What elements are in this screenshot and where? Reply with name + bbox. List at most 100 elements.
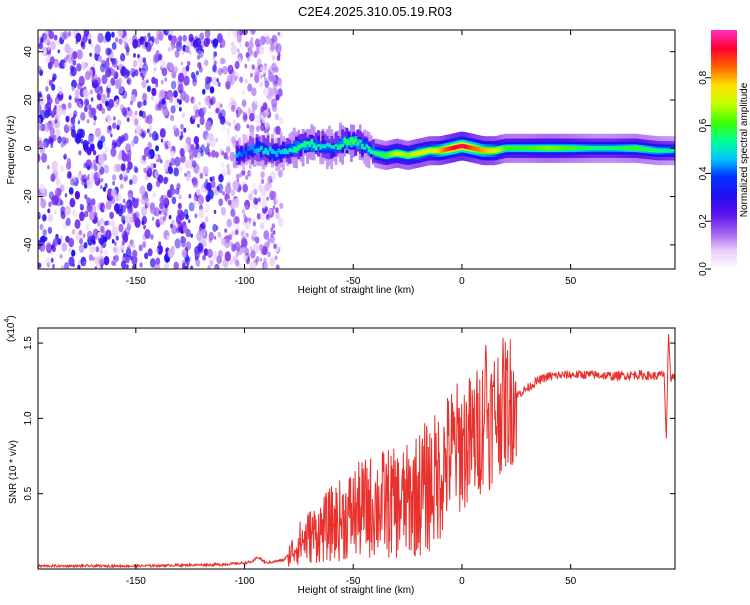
spectrogram-noise-cell — [82, 88, 89, 98]
spectrogram-ridge-cell — [512, 146, 516, 151]
spectrogram-ridge-cell — [330, 145, 334, 149]
spectrogram-ridge-cell — [317, 140, 320, 148]
spectrogram-noise-cell — [245, 204, 249, 209]
spectrogram-noise-cell — [175, 41, 183, 52]
spectrogram-noise-cell — [115, 138, 122, 148]
spectrogram-noise-cell — [119, 173, 123, 181]
x-tick-label: -50 — [346, 276, 361, 287]
spectrogram-noise-cell — [84, 210, 89, 218]
spectrogram-noise-cell — [279, 202, 284, 209]
spectrogram-noise-cell — [146, 79, 149, 84]
spectrogram-ridge-cell — [574, 146, 577, 151]
spectrogram-noise-cell — [260, 109, 264, 116]
spectrogram-noise-cell — [246, 124, 250, 129]
spectrogram-ridge-cell — [642, 146, 645, 152]
spectrogram-noise-cell — [59, 254, 63, 259]
spectrogram-noise-cell — [261, 178, 265, 184]
spectrogram-noise-cell — [192, 178, 199, 189]
spectrogram-ridge-cell — [569, 146, 573, 151]
spectrogram-ridge-cell — [407, 153, 410, 158]
spectrogram-noise-cell — [142, 70, 148, 78]
spectrogram-noise-cell — [105, 220, 110, 226]
spectrogram-noise-cell — [182, 34, 187, 42]
spectrogram-noise-cell — [180, 154, 186, 164]
spectrogram-noise-cell — [233, 197, 240, 209]
spectrogram-ridge-cell — [484, 148, 487, 153]
spectrogram-noise-cell — [88, 254, 93, 261]
spectrogram-noise-cell — [222, 190, 225, 196]
spectrogram-noise-cell — [150, 95, 155, 101]
spectrogram-noise-cell — [145, 204, 148, 209]
spectrogram-noise-cell — [115, 235, 119, 241]
spectrogram-ridge-cell — [420, 150, 424, 155]
spectrogram-noise-cell — [68, 126, 72, 131]
spectrogram-noise-cell — [224, 251, 231, 262]
spectrogram-ridge-cell — [295, 146, 298, 153]
spectrogram-noise-cell — [171, 145, 176, 152]
spectrogram-noise-cell — [104, 249, 109, 257]
y-tick-label: 0 — [23, 145, 34, 151]
spectrogram-noise-cell — [38, 103, 42, 114]
spectrogram-noise-cell — [74, 90, 80, 99]
spectrogram-noise-cell — [92, 256, 95, 261]
spectrogram-noise-cell — [183, 93, 190, 103]
spectrogram-ridge-cell — [244, 151, 248, 156]
spectrogram-noise-cell — [38, 140, 43, 148]
spectrogram-noise-cell — [267, 241, 271, 247]
spectrogram-ridge-cell — [321, 144, 325, 149]
spectrogram-ridge-cell — [290, 143, 294, 154]
spectrogram-noise-cell — [177, 83, 184, 94]
spectrogram-frame — [37, 29, 676, 270]
spectrogram-noise-cell — [219, 116, 226, 125]
spectrogram-noise-cell — [153, 67, 157, 72]
spectrogram-noise-cell — [221, 151, 225, 156]
spectrogram-ridge-cell — [429, 148, 432, 153]
spectrogram-noise-cell — [88, 244, 95, 254]
spectrogram-noise-cell — [96, 105, 100, 110]
spectrogram-noise-cell — [245, 174, 249, 181]
spectrogram-noise-cell — [270, 227, 274, 233]
spectrogram-noise-cell — [249, 124, 255, 134]
spectrogram-y-label: Frequency (Hz) — [6, 116, 17, 185]
spectrogram-ridge-cell — [448, 146, 452, 151]
spectrogram-noise-cell — [185, 257, 191, 265]
spectrogram-ridge-cell — [389, 152, 393, 157]
colorbar-gradient — [711, 30, 737, 269]
spectrogram-ridge-cell — [284, 148, 287, 155]
y-tick-label: 1.0 — [23, 411, 34, 425]
spectrogram-noise-cell — [100, 249, 103, 254]
spectrogram-ridge-cell — [266, 150, 270, 156]
spectrogram-noise-cell — [168, 33, 173, 41]
spectrogram-ridge-cell — [451, 145, 454, 151]
spectrogram-ridge-cell — [628, 146, 632, 151]
spectrogram-noise-cell — [190, 144, 195, 151]
spectrogram-noise-cell — [154, 78, 159, 85]
spectrogram-noise-cell — [228, 122, 232, 127]
spectrogram-noise-cell — [132, 213, 136, 219]
spectrogram-noise-cell — [195, 37, 202, 48]
spectrogram-noise-cell — [169, 96, 174, 104]
spectrogram-noise-cell — [243, 254, 248, 262]
spectrogram-noise-cell — [260, 35, 266, 46]
spectrogram-ridge-cell — [424, 149, 428, 154]
spectrogram-noise-cell — [263, 262, 269, 269]
spectrogram-noise-cell — [257, 58, 262, 66]
spectrogram-ridge-cell — [255, 141, 259, 152]
spectrogram-noise-cell — [167, 30, 174, 36]
spectrogram-noise-cell — [38, 65, 42, 73]
spectrogram-noise-cell — [112, 174, 117, 181]
spectrogram-noise-cell — [229, 97, 236, 107]
spectrogram-noise-cell — [105, 200, 112, 210]
spectrogram-noise-cell — [212, 76, 218, 86]
spectrogram-noise-cell — [248, 170, 252, 176]
spectrogram-ridge-cell — [249, 146, 252, 156]
spectrogram-noise-cell — [130, 94, 136, 103]
spectrogram-noise-cell — [93, 115, 97, 121]
spectrogram-noise-cell — [188, 202, 195, 212]
x-tick-label: -50 — [346, 576, 361, 587]
spectrogram-noise-cell — [236, 48, 240, 53]
spectrogram-noise-cell — [104, 146, 109, 153]
spectrogram-noise-cell — [53, 194, 59, 205]
spectrogram-noise-cell — [41, 46, 47, 56]
spectrogram-noise-cell — [86, 165, 91, 171]
